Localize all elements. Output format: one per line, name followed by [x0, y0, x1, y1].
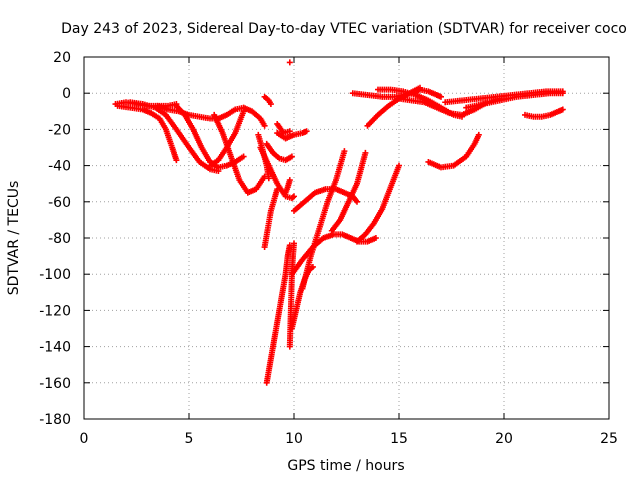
data-point — [417, 84, 423, 91]
data-points — [112, 59, 566, 386]
series-arc-15 — [261, 186, 281, 251]
y-tick-label: -80 — [48, 231, 71, 247]
series-arc-10 — [261, 93, 274, 108]
series-arc-21 — [299, 148, 348, 292]
chart-title: Day 243 of 2023, Sidereal Day-to-day VTE… — [61, 21, 627, 37]
data-point — [240, 153, 247, 160]
data-point — [286, 177, 293, 184]
data-point — [438, 93, 444, 100]
series-arc-9 — [263, 140, 295, 164]
y-tick-label: -20 — [48, 122, 71, 138]
series-arc-24 — [286, 59, 293, 66]
series-arc-14 — [282, 177, 293, 196]
data-point — [289, 194, 296, 201]
data-point — [291, 193, 297, 200]
data-point — [173, 157, 180, 164]
series-arc-19 — [288, 231, 379, 278]
series-arc-16 — [263, 242, 293, 386]
y-tick-label: -100 — [39, 267, 71, 283]
series-arc-31 — [463, 90, 566, 111]
x-tick-label: 15 — [390, 431, 408, 447]
data-point — [475, 131, 482, 138]
data-point — [286, 128, 293, 135]
x-tick-label: 5 — [185, 431, 194, 447]
y-tick-labels: -180 -160 -140 -120 -100 -80 -60 -40 -20 0 20 — [39, 50, 71, 428]
y-tick-label: -180 — [39, 412, 71, 428]
data-point — [267, 101, 274, 108]
data-point — [240, 108, 247, 115]
y-tick-label: -120 — [39, 303, 71, 319]
x-tick-label: 10 — [285, 431, 303, 447]
x-tick-labels: 0 5 10 15 20 25 — [80, 431, 618, 447]
data-point — [354, 198, 360, 205]
series-arc-7 — [207, 108, 247, 169]
x-tick-label: 25 — [600, 431, 618, 447]
y-axis-label: SDTVAR / TECUs — [6, 181, 22, 296]
y-tick-label: -140 — [39, 340, 71, 356]
x-tick-label: 20 — [495, 431, 513, 447]
data-point — [396, 162, 402, 169]
series-arc-29 — [425, 131, 482, 171]
y-tick-label: -160 — [39, 376, 71, 392]
series-arc-6 — [211, 111, 268, 196]
data-point — [286, 59, 293, 66]
data-point — [559, 106, 566, 113]
data-point — [372, 235, 379, 241]
plot-frame — [83, 56, 610, 420]
y-tick-label: -40 — [48, 159, 71, 175]
data-point — [559, 90, 566, 97]
x-tick-label: 0 — [80, 431, 89, 447]
data-point — [291, 240, 297, 247]
data-point — [303, 128, 310, 135]
data-point — [362, 149, 369, 156]
data-point — [261, 122, 268, 129]
x-axis-label: GPS time / hours — [287, 458, 404, 474]
series-arc-26 — [364, 84, 423, 129]
series-arc-4 — [154, 102, 268, 129]
data-point — [274, 186, 281, 193]
series-arc-12 — [274, 120, 293, 137]
y-tick-label: -60 — [48, 195, 71, 211]
series-arc-32 — [522, 106, 566, 120]
y-tick-label: 0 — [62, 86, 71, 102]
series-arc-23 — [354, 162, 402, 245]
series-arc-3 — [127, 99, 222, 175]
data-point — [265, 175, 272, 182]
data-point — [341, 148, 348, 155]
y-tick-label: 20 — [53, 50, 71, 66]
series-arc-22 — [328, 149, 369, 234]
series-arc-2 — [114, 102, 180, 164]
data-point — [288, 153, 295, 160]
